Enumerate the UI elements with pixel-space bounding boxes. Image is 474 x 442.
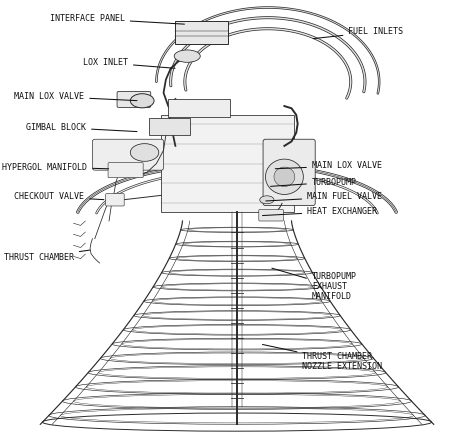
Text: TURBOPUMP
EXHAUST
MANIFOLD: TURBOPUMP EXHAUST MANIFOLD [272, 268, 357, 301]
Text: HYPERGOL MANIFOLD: HYPERGOL MANIFOLD [2, 163, 109, 171]
Circle shape [265, 159, 303, 194]
Text: LOX INLET: LOX INLET [83, 58, 175, 69]
Text: THRUST CHAMBER
NOZZLE EXTENSION: THRUST CHAMBER NOZZLE EXTENSION [263, 344, 383, 371]
Text: TURBOPUMP: TURBOPUMP [271, 178, 357, 187]
FancyBboxPatch shape [92, 139, 164, 170]
Text: MAIN LOX VALVE: MAIN LOX VALVE [275, 161, 382, 170]
FancyBboxPatch shape [161, 115, 294, 212]
Text: FUEL INLETS: FUEL INLETS [313, 27, 403, 38]
FancyBboxPatch shape [117, 91, 151, 107]
Text: HEAT EXCHANGER: HEAT EXCHANGER [263, 207, 377, 216]
Text: MAIN FUEL VALVE: MAIN FUEL VALVE [266, 192, 382, 201]
Text: THRUST CHAMBER: THRUST CHAMBER [4, 250, 90, 262]
FancyBboxPatch shape [175, 21, 228, 44]
Text: INTERFACE PANEL: INTERFACE PANEL [50, 14, 184, 24]
Ellipse shape [174, 50, 200, 62]
Ellipse shape [130, 144, 159, 161]
Text: MAIN LOX VALVE: MAIN LOX VALVE [14, 92, 137, 101]
Ellipse shape [130, 94, 154, 108]
FancyBboxPatch shape [106, 194, 124, 206]
FancyBboxPatch shape [259, 210, 283, 221]
FancyBboxPatch shape [263, 139, 315, 206]
Text: GIMBAL BLOCK: GIMBAL BLOCK [26, 123, 137, 132]
FancyBboxPatch shape [149, 118, 190, 135]
FancyBboxPatch shape [108, 163, 143, 178]
Ellipse shape [260, 196, 274, 204]
Circle shape [274, 167, 295, 187]
FancyBboxPatch shape [168, 99, 230, 117]
Text: CHECKOUT VALVE: CHECKOUT VALVE [14, 192, 104, 201]
